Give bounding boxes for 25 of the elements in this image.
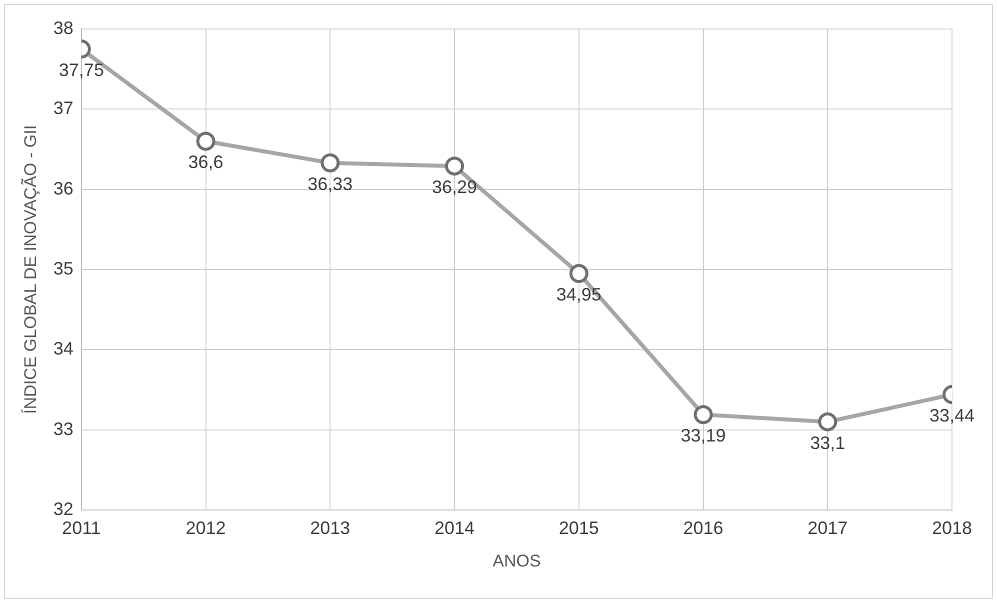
data-label: 37,75 [58,60,104,80]
x-tick-label: 2011 [62,518,101,538]
x-tick-label: 2017 [808,518,848,538]
x-tick-label: 2015 [558,518,599,538]
y-tick-label: 35 [53,258,74,278]
y-tick-label: 37 [53,98,74,118]
data-label: 36,33 [308,174,353,194]
data-label: 33,19 [680,426,726,446]
x-tick-label: 2014 [434,518,475,538]
data-label: 36,6 [188,152,224,172]
data-label: 33,1 [810,432,846,453]
x-tick-label: 2012 [186,518,226,538]
y-tick-label: 38 [53,18,74,38]
y-tick-label: 36 [53,178,74,198]
x-tick-label: 2018 [932,518,972,538]
x-tick-label: 2013 [310,518,350,538]
x-axis-title: ANOS [492,551,541,570]
data-label: 36,29 [432,177,478,198]
y-tick-label: 34 [53,338,74,359]
x-tick-label: 2016 [683,518,724,538]
data-label: 33,44 [929,406,975,426]
y-tick-label: 32 [53,498,74,519]
y-axis-title: ÍNDICE GLOBAL DE INOVAÇÃO - GII [20,124,40,414]
data-label: 34,95 [556,284,602,304]
y-tick-label: 33 [53,418,74,439]
